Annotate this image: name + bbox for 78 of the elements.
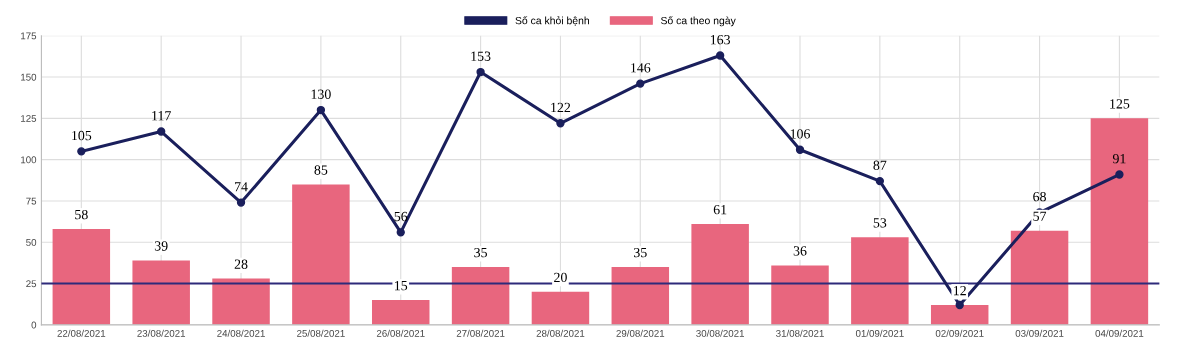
data-label: 85 bbox=[314, 165, 328, 175]
x-tick-label: 31/08/2021 bbox=[776, 329, 824, 337]
bar bbox=[371, 300, 430, 325]
data-label: 153 bbox=[471, 51, 491, 61]
x-tick-label: 27/08/2021 bbox=[456, 329, 505, 337]
bar bbox=[611, 267, 670, 325]
point bbox=[316, 105, 326, 115]
data-label: 68 bbox=[1033, 191, 1046, 202]
data-label: 15 bbox=[395, 281, 408, 291]
point bbox=[955, 300, 964, 310]
data-label: 125 bbox=[1110, 99, 1130, 109]
point bbox=[636, 79, 645, 88]
point bbox=[875, 176, 885, 186]
data-label: 61 bbox=[713, 204, 727, 215]
bar bbox=[531, 291, 590, 325]
x-tick-label: 03/09/2021 bbox=[1015, 329, 1064, 337]
data-label: 74 bbox=[235, 182, 248, 192]
point bbox=[396, 228, 405, 237]
bar bbox=[52, 229, 111, 325]
bar bbox=[212, 278, 270, 325]
bar bbox=[1090, 118, 1149, 325]
data-label: 91 bbox=[1112, 154, 1126, 164]
x-tick-label: 28/08/2021 bbox=[536, 329, 585, 337]
y-tick-label: 175 bbox=[21, 32, 37, 40]
y-tick-label: 25 bbox=[26, 280, 37, 288]
x-tick-label: 26/08/2021 bbox=[376, 329, 425, 337]
bar bbox=[132, 260, 190, 325]
bar bbox=[691, 224, 749, 325]
data-label: 35 bbox=[634, 247, 647, 258]
x-tick-label: 22/08/2021 bbox=[57, 329, 106, 337]
data-label: 146 bbox=[631, 63, 651, 73]
data-label: 56 bbox=[394, 211, 408, 222]
bar bbox=[851, 237, 909, 325]
y-tick-label: 150 bbox=[21, 73, 37, 81]
data-label: 117 bbox=[152, 111, 171, 121]
bar bbox=[451, 267, 510, 325]
data-label: 58 bbox=[75, 209, 88, 220]
data-label: 12 bbox=[953, 285, 966, 296]
bar bbox=[771, 265, 829, 325]
legend-label: Số ca theo ngày bbox=[660, 16, 736, 27]
y-tick-label: 0 bbox=[31, 321, 37, 329]
y-tick-label: 125 bbox=[21, 115, 37, 122]
point bbox=[1115, 170, 1124, 179]
point bbox=[77, 147, 86, 156]
data-label: 106 bbox=[790, 129, 811, 139]
data-label: 105 bbox=[72, 130, 92, 141]
bar bbox=[292, 184, 350, 325]
x-tick-label: 25/08/2021 bbox=[297, 329, 345, 337]
x-tick-label: 24/08/2021 bbox=[217, 329, 265, 337]
x-tick-label: 01/09/2021 bbox=[855, 329, 904, 337]
data-label: 122 bbox=[551, 102, 571, 112]
data-label: 53 bbox=[873, 218, 887, 228]
data-label: 20 bbox=[554, 272, 567, 283]
data-label: 163 bbox=[710, 35, 731, 45]
point bbox=[556, 119, 565, 128]
legend-label: Số ca khỏi bệnh bbox=[515, 16, 589, 26]
bar bbox=[1010, 230, 1069, 325]
x-tick-label: 04/09/2021 bbox=[1095, 329, 1144, 337]
x-tick-label: 23/08/2021 bbox=[137, 329, 186, 337]
data-label: 35 bbox=[474, 247, 487, 258]
bar bbox=[930, 305, 989, 325]
y-tick-label: 100 bbox=[21, 156, 37, 164]
y-tick-label: 50 bbox=[26, 238, 37, 246]
x-tick-label: 29/08/2021 bbox=[616, 329, 665, 337]
point bbox=[795, 145, 805, 154]
data-label: 57 bbox=[1033, 211, 1047, 221]
data-label: 39 bbox=[154, 241, 168, 251]
data-label: 87 bbox=[873, 160, 887, 170]
point bbox=[476, 67, 485, 77]
point bbox=[715, 51, 725, 60]
data-label: 36 bbox=[793, 246, 807, 256]
data-label: 130 bbox=[311, 89, 331, 99]
point bbox=[236, 198, 246, 207]
point bbox=[157, 127, 166, 136]
y-tick-label: 75 bbox=[26, 197, 37, 205]
x-tick-label: 02/09/2021 bbox=[935, 329, 984, 337]
data-label: 28 bbox=[234, 259, 248, 269]
x-tick-label: 30/08/2021 bbox=[696, 329, 745, 337]
